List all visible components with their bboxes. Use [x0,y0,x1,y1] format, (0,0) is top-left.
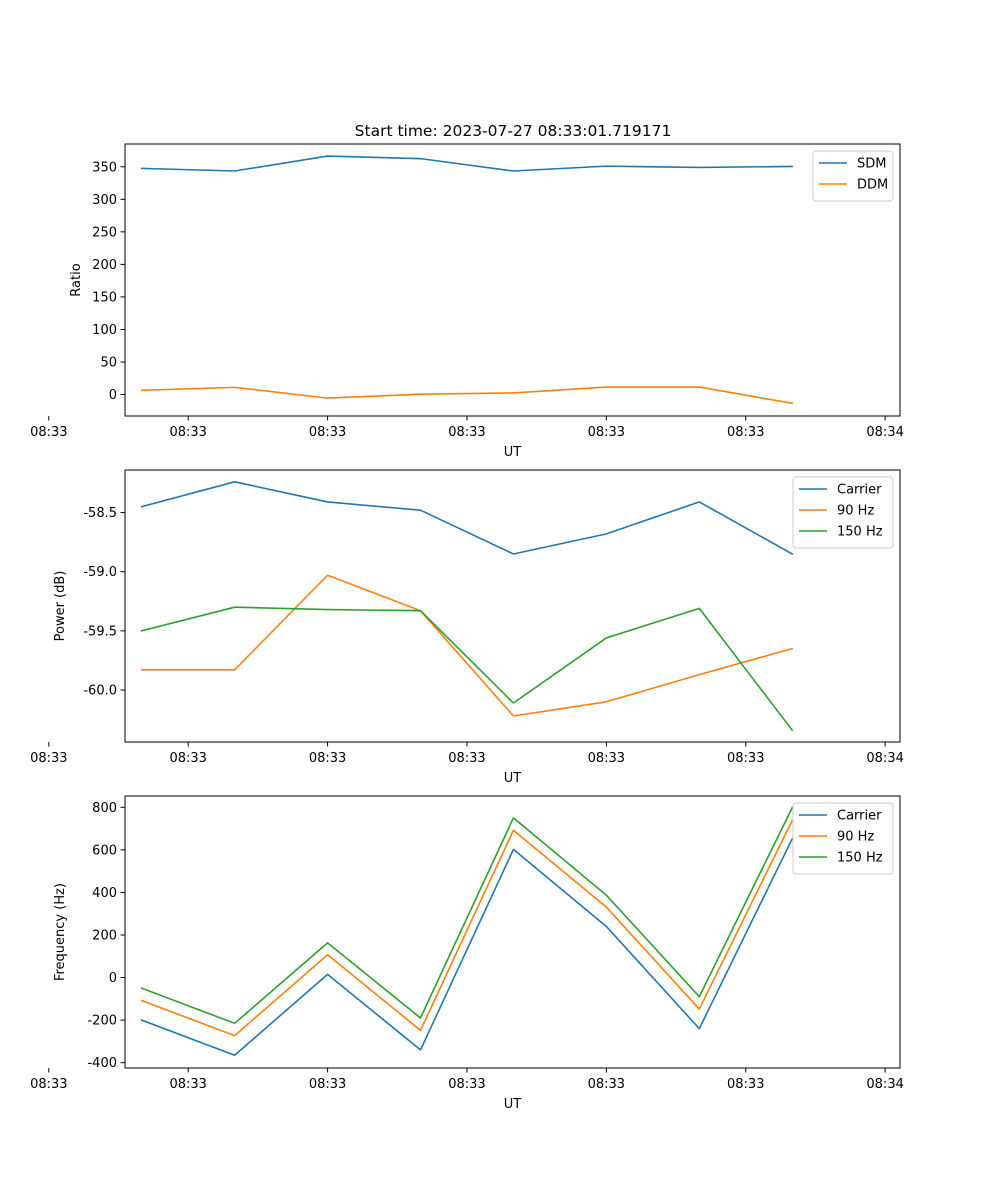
x-tick-label: 08:33 [30,425,67,440]
y-tick-label: 150 [92,290,117,305]
y-tick-label: -400 [87,1056,117,1071]
frequency-panel: 08:33 08:33 08:33 08:33 08:33 08:33 08:34 -400 -… [30,795,904,1112]
series-line-carrier [140,837,794,1057]
y-tick-label: 0 [109,971,117,986]
legend-label: SDM [857,157,886,172]
y-tick-label: 350 [92,160,117,175]
legend-label: 150 Hz [837,525,883,540]
x-tick-label: 08:33 [727,425,764,440]
x-tick-label: 08:34 [866,425,903,440]
y-axis-label: Power (dB) [53,571,68,642]
series-line-90-hz [140,819,794,1037]
x-tick-label: 08:33 [588,1077,625,1092]
x-tick-label: 08:33 [169,1077,206,1092]
x-tick-label: 08:33 [309,1077,346,1092]
y-tick-label: 100 [92,323,117,338]
series-line-sdm [140,155,794,172]
series-line-ddm [140,386,794,405]
axes-frame [124,143,901,417]
x-tick-label: 08:33 [309,751,346,766]
y-tick-label: 800 [92,801,117,816]
x-tick-label: 08:33 [169,751,206,766]
legend-label: 90 Hz [837,830,874,845]
y-tick-label: 200 [92,928,117,943]
y-tick-label: 600 [92,843,117,858]
y-tick-label: -59.5 [83,624,117,639]
x-tick-label: 08:33 [588,425,625,440]
y-tick-label: 250 [92,225,117,240]
x-axis-label: UT [504,445,522,460]
y-tick-label: 0 [109,388,117,403]
x-tick-label: 08:34 [866,751,903,766]
y-tick-label: 400 [92,886,117,901]
legend-label: 90 Hz [837,504,874,519]
x-tick-label: 08:33 [727,751,764,766]
x-tick-label: 08:33 [30,1077,67,1092]
axes-frame [124,795,901,1069]
y-tick-label: 300 [92,193,117,208]
ratio-panel: 08:33 08:33 08:33 08:33 08:33 08:33 08:34 0 50 10… [30,143,904,460]
x-tick-label: 08:33 [169,425,206,440]
y-tick-label: -59.0 [83,565,117,580]
power-panel: 08:33 08:33 08:33 08:33 08:33 08:33 08:34 -60.0… [30,469,904,786]
y-axis-label: Frequency (Hz) [53,883,68,981]
x-tick-label: 08:33 [448,751,485,766]
x-tick-label: 08:33 [30,751,67,766]
legend-label: 150 Hz [837,851,883,866]
y-tick-label: 50 [100,355,117,370]
y-tick-label: 200 [92,258,117,273]
y-tick-label: -58.5 [83,506,117,521]
y-axis-label: Ratio [69,263,84,296]
x-tick-label: 08:34 [866,1077,903,1092]
x-tick-label: 08:33 [448,425,485,440]
series-line-90-hz [140,574,794,717]
legend-label: Carrier [837,483,882,498]
x-tick-label: 08:33 [727,1077,764,1092]
x-tick-label: 08:33 [448,1077,485,1092]
legend-label: DDM [857,178,888,193]
x-tick-label: 08:33 [588,751,625,766]
series-line-150-hz [140,806,794,1025]
y-tick-label: -200 [87,1014,117,1029]
figure-title: Start time: 2023-07-27 08:33:01.719171 [355,122,672,140]
axes-frame [124,469,901,743]
legend-label: Carrier [837,809,882,824]
x-axis-label: UT [504,1097,522,1112]
series-line-carrier [140,481,794,556]
x-tick-label: 08:33 [309,425,346,440]
series-line-150-hz [140,606,794,732]
y-tick-label: -60.0 [83,683,117,698]
x-axis-label: UT [504,771,522,786]
